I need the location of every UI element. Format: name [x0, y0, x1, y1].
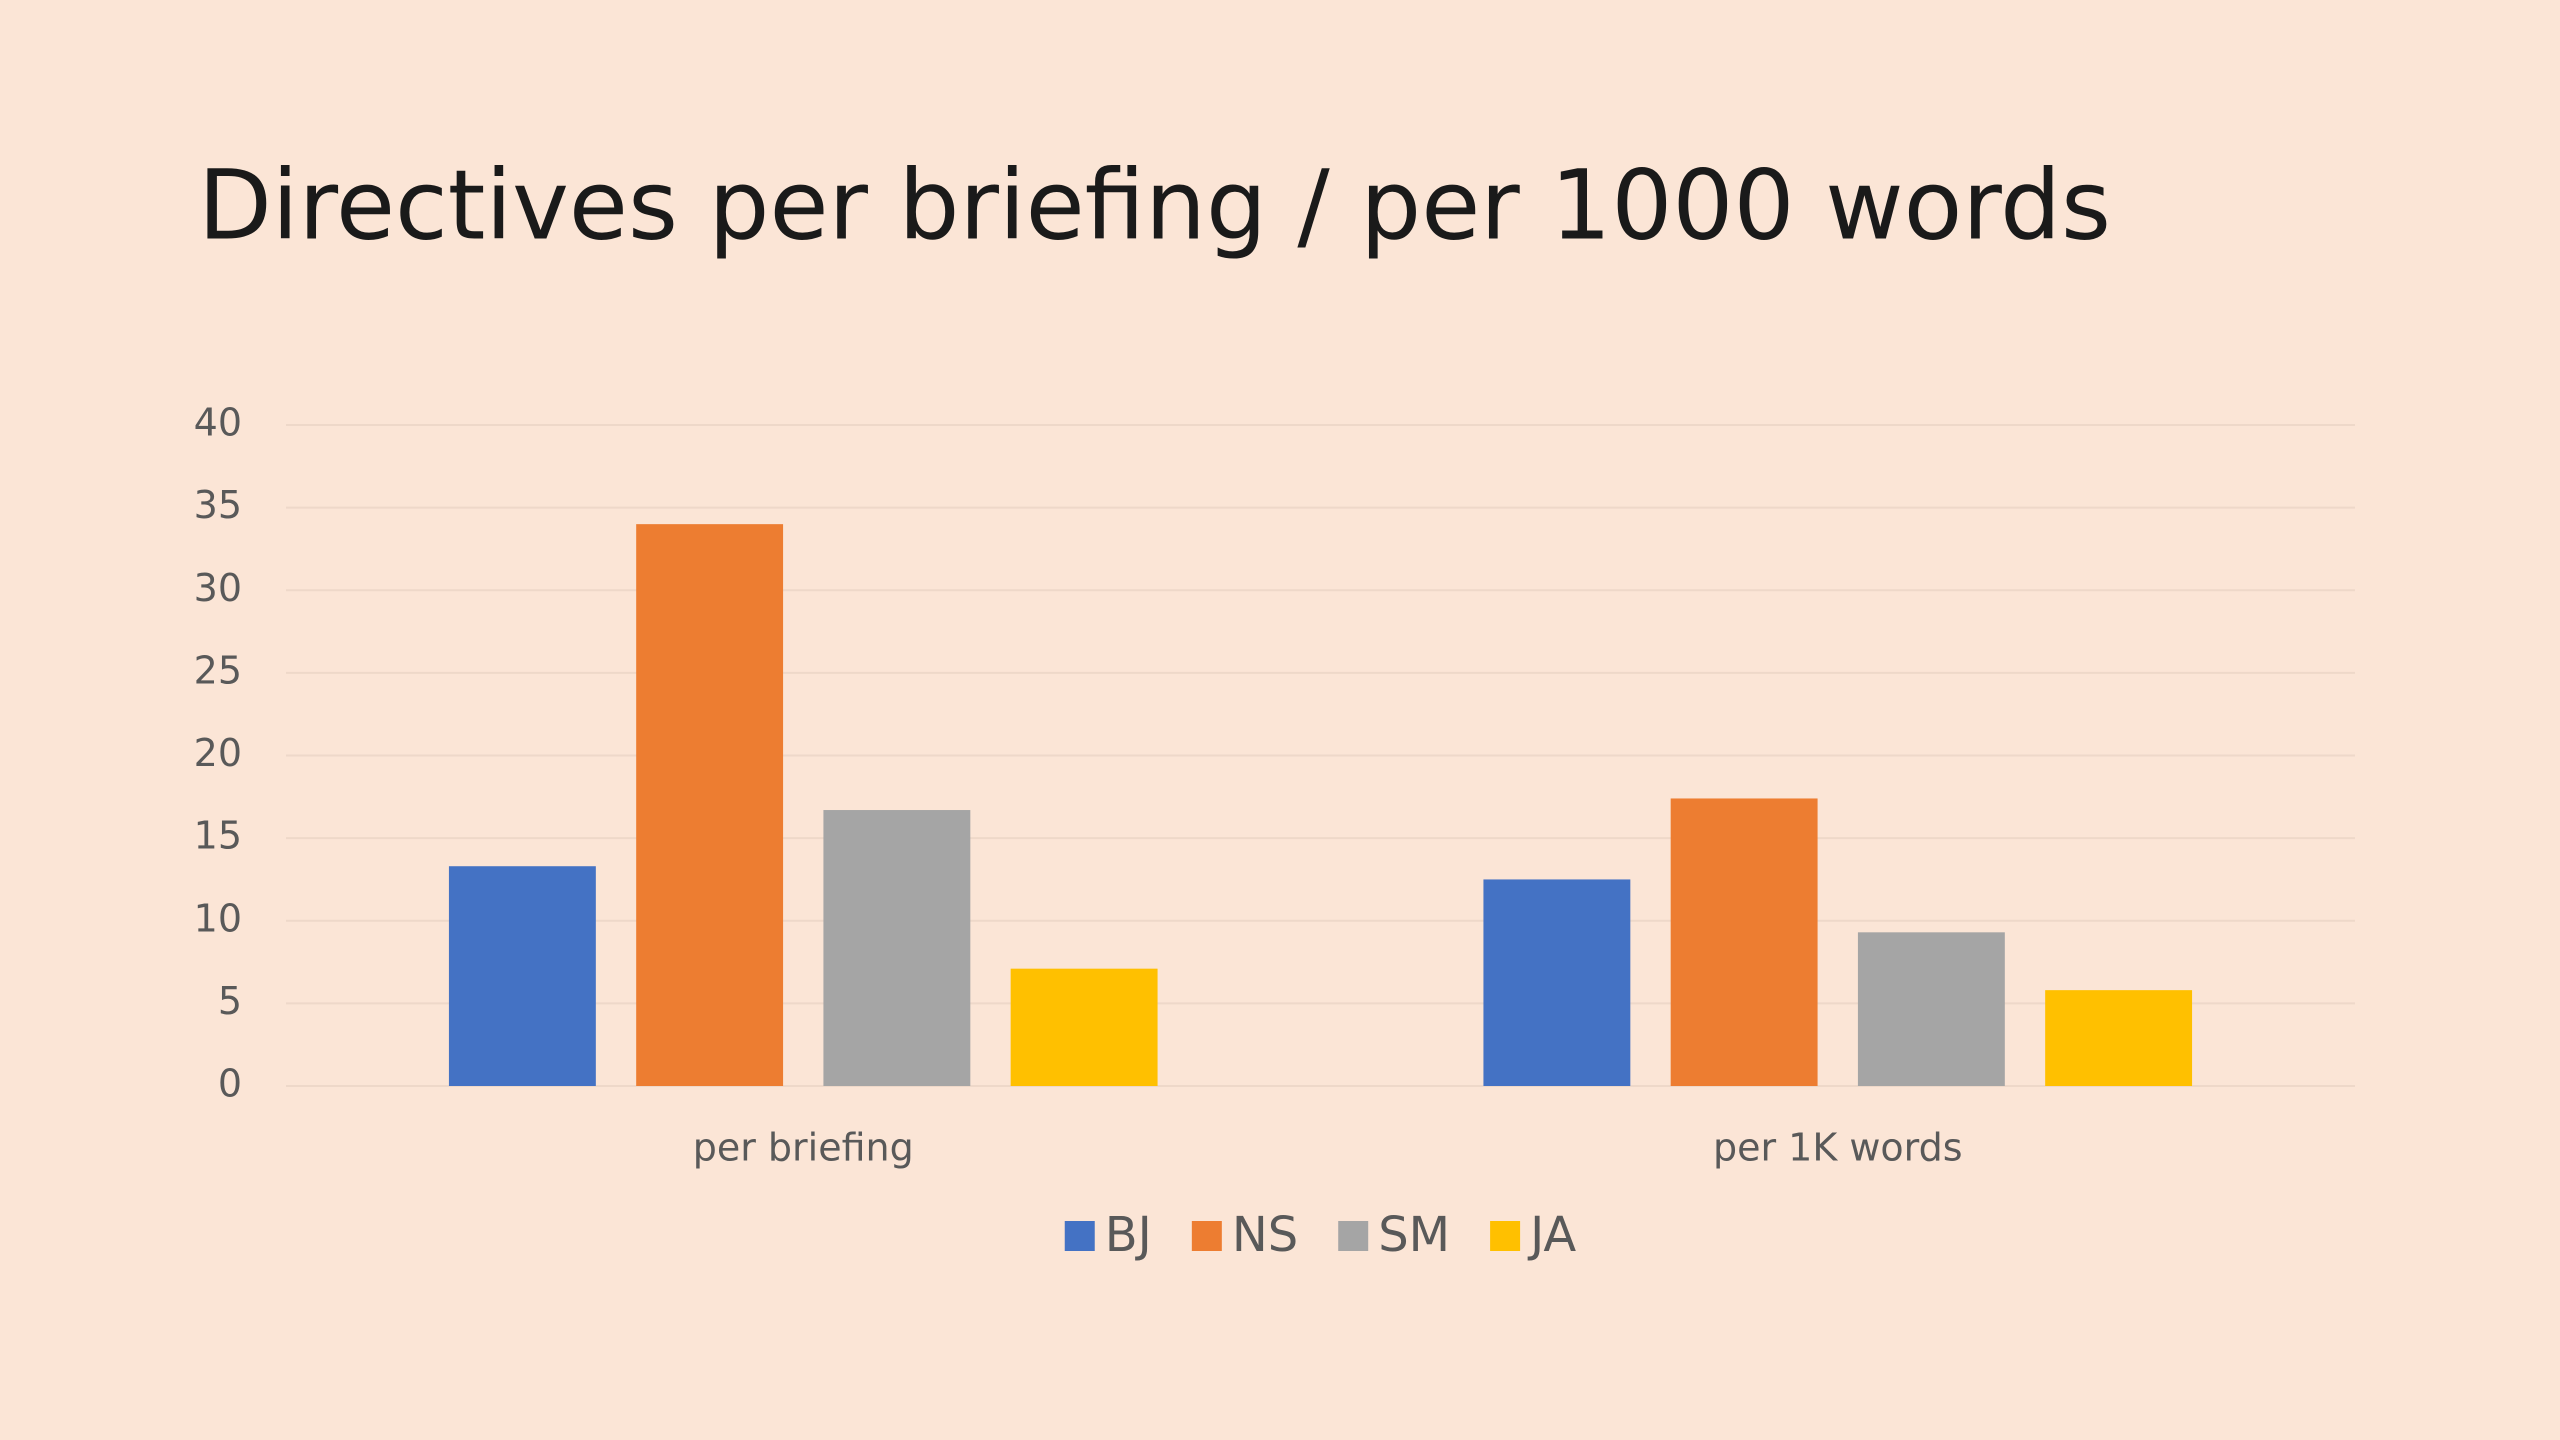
y-tick-label: 10: [194, 896, 242, 940]
legend-swatch: [1064, 1221, 1095, 1251]
chart-title: Directives per briefing / per 1000 words: [198, 149, 2111, 261]
y-tick-label: 30: [194, 566, 242, 610]
bar: [1010, 968, 1158, 1086]
y-tick-label: 25: [194, 648, 242, 692]
bar: [448, 866, 596, 1086]
legend-label: JA: [1527, 1207, 1576, 1263]
legend-swatch: [1338, 1221, 1369, 1251]
legend-swatch: [1191, 1221, 1222, 1251]
legend-label: BJ: [1105, 1207, 1152, 1263]
y-tick-label: 40: [194, 401, 242, 445]
x-tick-label: per briefing: [693, 1126, 914, 1170]
bar: [1483, 879, 1631, 1086]
y-tick-label: 20: [194, 731, 242, 775]
x-tick-label: per 1K words: [1713, 1126, 1963, 1170]
legend-label: SM: [1378, 1207, 1450, 1263]
bar: [2045, 990, 2193, 1086]
bar: [636, 524, 784, 1086]
legend-swatch: [1490, 1221, 1521, 1251]
y-tick-label: 0: [218, 1062, 242, 1106]
bar: [823, 810, 971, 1086]
y-tick-label: 5: [218, 979, 242, 1023]
bar: [1857, 932, 2005, 1086]
y-tick-label: 15: [194, 814, 242, 858]
bar: [1670, 798, 1818, 1086]
legend-label: NS: [1232, 1207, 1298, 1263]
y-tick-label: 35: [194, 483, 242, 527]
